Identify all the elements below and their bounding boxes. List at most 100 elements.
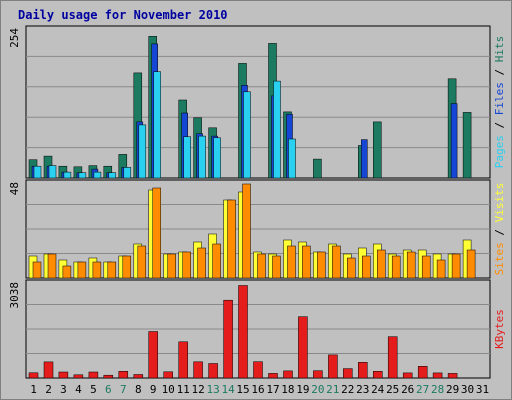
x-tick-label-day-25: 25 (386, 383, 399, 396)
bar-sites-day-15 (242, 183, 251, 279)
x-tick-label-day-8: 8 (135, 383, 142, 396)
x-tick-label-day-13: 13 (206, 383, 219, 396)
bar-hits-day-30 (462, 112, 472, 179)
bar-sites-day-20 (317, 251, 326, 279)
bar-sites-day-11 (182, 251, 191, 279)
bar-kbytes-day-2 (43, 361, 54, 379)
bar-kbytes-day-25 (387, 336, 398, 379)
bar-kbytes-day-26 (402, 372, 413, 379)
bar-pages-day-15 (243, 91, 251, 179)
bar-kbytes-day-18 (283, 370, 293, 379)
x-tick-label-day-29: 29 (446, 383, 459, 396)
x-tick-label-day-1: 1 (30, 383, 37, 396)
bar-hits-day-20 (313, 158, 322, 179)
bar-sites-day-21 (332, 245, 341, 279)
bar-pages-day-6 (108, 172, 117, 179)
x-tick-label-day-12: 12 (191, 383, 204, 396)
bar-sites-day-10 (167, 253, 176, 279)
x-tick-label-day-17: 17 (266, 383, 279, 396)
y-max-label: 3038 (8, 282, 21, 309)
bar-sites-day-28 (436, 259, 446, 279)
bar-kbytes-day-3 (58, 371, 69, 379)
x-tick-label-day-21: 21 (326, 383, 339, 396)
bar-pages-day-17 (273, 80, 281, 179)
bar-kbytes-day-19 (298, 316, 308, 379)
bar-pages-day-9 (153, 71, 161, 179)
legend-entry-hits: Hits (493, 36, 506, 63)
bar-sites-day-7 (122, 255, 132, 279)
bar-pages-day-18 (288, 138, 296, 179)
bar-sites-day-23 (362, 255, 371, 279)
legend-separator: / (493, 222, 506, 242)
bar-pages-day-5 (93, 171, 102, 179)
bar-sites-day-9 (152, 187, 161, 279)
bar-kbytes-day-10 (163, 371, 173, 379)
legend-separator: / (493, 115, 506, 135)
x-tick-label-day-30: 30 (461, 383, 474, 396)
x-tick-label-day-5: 5 (90, 383, 97, 396)
bar-kbytes-day-22 (343, 368, 353, 379)
x-tick-label-day-4: 4 (75, 383, 82, 396)
bar-pages-day-4 (78, 172, 87, 179)
bar-kbytes-day-11 (178, 341, 188, 379)
panel-kbytes: 3038 KBytes (8, 279, 506, 379)
bar-kbytes-day-29 (447, 373, 458, 379)
bar-files-day-23 (361, 139, 368, 179)
bar-sites-day-27 (421, 255, 431, 279)
x-tick-label-day-10: 10 (162, 383, 175, 396)
bar-pages-day-1 (33, 165, 42, 179)
legend-entry-kbytes: KBytes (493, 309, 506, 349)
bar-sites-day-5 (92, 261, 102, 279)
panel-hits-files-pages: 254 Pages / Files / Hits (8, 25, 506, 179)
x-tick-label-day-20: 20 (311, 383, 324, 396)
bar-sites-day-14 (227, 199, 236, 279)
x-tick-label-day-26: 26 (401, 383, 414, 396)
bar-sites-day-2 (47, 253, 57, 279)
bar-kbytes-day-14 (223, 299, 233, 379)
x-tick-label-day-3: 3 (60, 383, 67, 396)
bar-sites-day-24 (377, 249, 386, 279)
x-tick-label-day-7: 7 (120, 383, 127, 396)
series-legend: KBytes (493, 309, 506, 349)
legend-entry-files: Files (493, 82, 506, 115)
legend-entry-visits: Visits (493, 183, 506, 223)
bar-kbytes-day-24 (373, 371, 383, 379)
bar-pages-day-3 (63, 171, 72, 179)
bar-kbytes-day-13 (208, 363, 218, 379)
bar-pages-day-2 (48, 165, 57, 179)
x-tick-label-day-9: 9 (150, 383, 157, 396)
legend-separator: / (493, 62, 506, 82)
bar-kbytes-day-7 (118, 371, 129, 379)
x-tick-label-day-23: 23 (356, 383, 369, 396)
bar-kbytes-day-1 (28, 372, 39, 379)
bar-pages-day-8 (138, 124, 147, 179)
bar-sites-day-6 (107, 261, 117, 279)
x-tick-label-day-2: 2 (45, 383, 52, 396)
bar-kbytes-day-21 (328, 354, 338, 379)
bar-sites-day-19 (302, 245, 311, 279)
x-tick-label-day-16: 16 (251, 383, 264, 396)
bar-sites-day-12 (197, 247, 206, 279)
bar-sites-day-16 (257, 253, 266, 279)
x-tick-label-day-18: 18 (281, 383, 294, 396)
bar-pages-day-13 (213, 137, 221, 179)
legend-entry-pages: Pages (493, 135, 506, 168)
bar-kbytes-day-17 (268, 373, 278, 379)
bar-sites-day-4 (77, 261, 87, 279)
bar-sites-day-13 (212, 243, 221, 279)
bar-kbytes-day-23 (358, 362, 368, 379)
series-legend: Sites / Visits (493, 183, 506, 276)
bar-sites-day-3 (62, 265, 72, 279)
x-tick-label-day-24: 24 (371, 383, 385, 396)
x-tick-label-day-31: 31 (476, 383, 489, 396)
bar-kbytes-day-20 (313, 370, 323, 379)
x-tick-label-day-11: 11 (177, 383, 190, 396)
bar-pages-day-11 (183, 136, 191, 179)
bar-kbytes-day-12 (193, 361, 203, 379)
y-max-label: 48 (8, 182, 21, 195)
chart-title: Daily usage for November 2010 (18, 8, 228, 22)
bar-pages-day-7 (123, 167, 132, 179)
bar-sites-day-17 (272, 255, 281, 279)
bar-sites-day-1 (32, 261, 42, 279)
x-tick-label-day-27: 27 (416, 383, 429, 396)
